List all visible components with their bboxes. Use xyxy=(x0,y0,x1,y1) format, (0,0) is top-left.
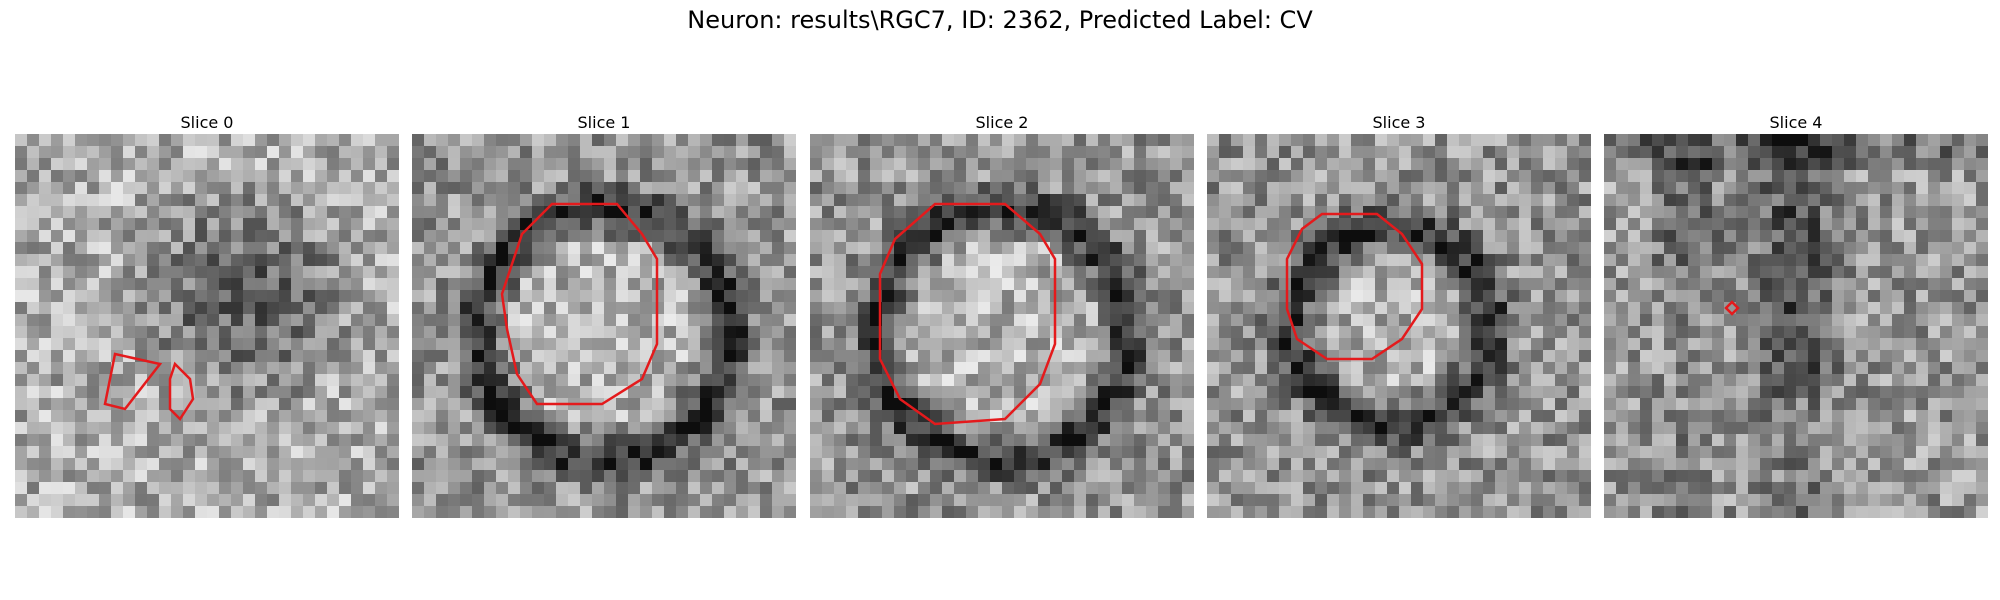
slice-title-1: Slice 1 xyxy=(577,113,631,132)
segmentation-contour xyxy=(168,361,195,421)
segmentation-contour xyxy=(878,202,1057,426)
slice-title-4: Slice 4 xyxy=(1769,113,1823,132)
slice-image-4 xyxy=(1604,134,1988,518)
slice-image-0 xyxy=(15,134,399,518)
slice-image-2 xyxy=(810,134,1194,518)
slice-panel-3: Slice 3 xyxy=(1207,112,1591,518)
slice-panel-0: Slice 0 xyxy=(15,112,399,518)
slice-title-0: Slice 0 xyxy=(180,113,234,132)
segmentation-contour xyxy=(1724,300,1740,316)
slice-image-3 xyxy=(1207,134,1591,518)
segmentation-contour xyxy=(500,202,659,406)
slice-title-2: Slice 2 xyxy=(975,113,1029,132)
slice-title-3: Slice 3 xyxy=(1372,113,1426,132)
segmentation-contour xyxy=(1285,212,1424,361)
slice-panel-1: Slice 1 xyxy=(412,112,796,518)
slice-image-1 xyxy=(412,134,796,518)
slice-panel-2: Slice 2 xyxy=(810,112,1194,518)
figure-title: Neuron: results\RGC7, ID: 2362, Predicte… xyxy=(687,6,1313,34)
slice-panel-4: Slice 4 xyxy=(1604,112,1988,518)
segmentation-contour xyxy=(103,352,163,411)
